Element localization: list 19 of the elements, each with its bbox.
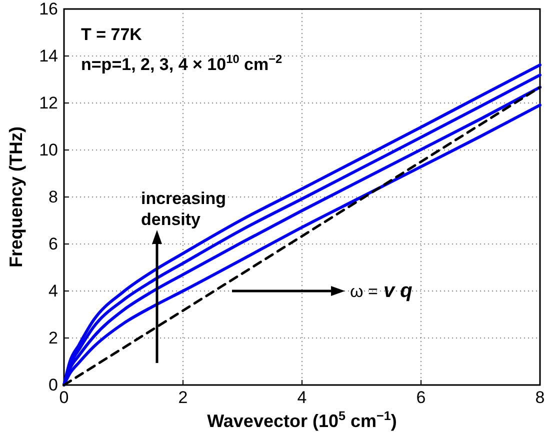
y-tick-label: 0 <box>48 375 58 394</box>
y-tick-label: 12 <box>39 93 58 112</box>
y-tick-label: 14 <box>39 46 58 66</box>
annotation: ω = v q <box>350 280 412 302</box>
annotation: n=p=1, 2, 3, 4 × 10$^{10}$ cm$^{−2}$ <box>81 52 283 74</box>
annotation: increasing density <box>141 189 226 229</box>
x-axis-title: Wavevector (10$^{5}$ cm$^{−1}$) <box>207 409 397 431</box>
y-axis-title: Frequency (THz) <box>6 126 26 268</box>
y-tick-label: 2 <box>48 328 58 348</box>
annotation: T = 77K <box>81 25 143 44</box>
y-tick-label: 10 <box>39 140 58 160</box>
x-tick-label: 2 <box>178 388 188 408</box>
x-tick-label: 8 <box>535 388 545 408</box>
x-tick-label: 6 <box>416 388 426 408</box>
y-tick-label: 6 <box>48 234 58 254</box>
y-tick-label: 8 <box>48 187 58 206</box>
y-tick-label: 4 <box>48 281 58 300</box>
y-tick-label: 16 <box>39 0 58 18</box>
x-tick-label: 4 <box>297 388 307 408</box>
